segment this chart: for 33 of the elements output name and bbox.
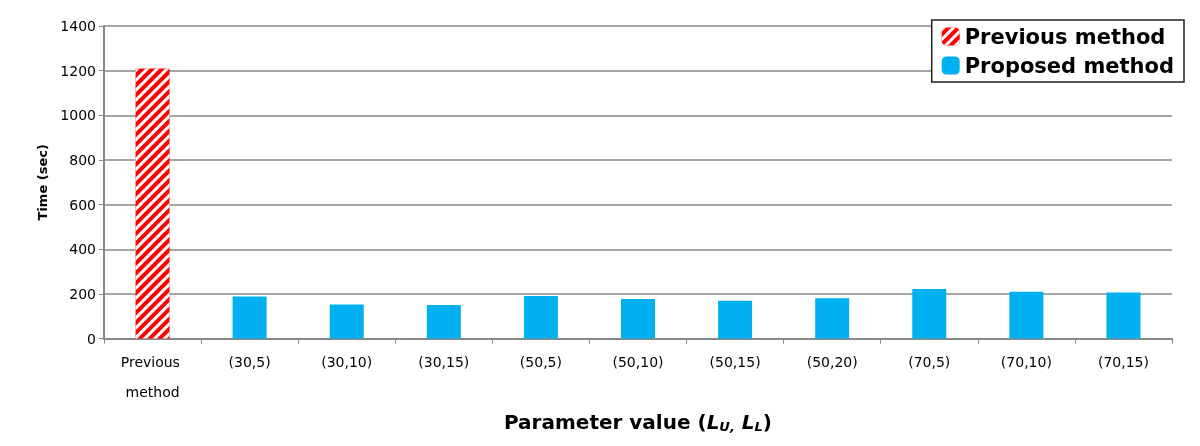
y-tick-label: 200 <box>69 285 96 302</box>
y-tick-label: 1200 <box>60 62 96 79</box>
bar <box>232 296 267 339</box>
legend-label: Previous method <box>964 24 1166 49</box>
x-tick-label: (50,5) <box>519 353 562 370</box>
x-tick-label: (70,10) <box>1000 353 1052 370</box>
bar <box>523 295 558 339</box>
y-tick-label: 1000 <box>60 107 96 124</box>
bar <box>1106 292 1141 339</box>
x-tick-label: (70,5) <box>908 353 951 370</box>
x-tick-label: (70,15) <box>1097 353 1149 370</box>
x-axis-title: Parameter value (LU, LL) <box>503 409 772 434</box>
bar <box>718 300 753 339</box>
x-tick-label: (30,5) <box>228 353 271 370</box>
bar <box>815 298 850 339</box>
x-tick-label: (50,10) <box>612 353 664 370</box>
y-tick-label: 0 <box>87 330 96 347</box>
bar <box>329 304 364 339</box>
bar <box>912 289 947 339</box>
y-axis-title: Time (sec) <box>35 144 51 221</box>
legend-label: Proposed method <box>964 53 1174 78</box>
x-tick-label: Previous method <box>120 353 185 400</box>
y-tick-label: 400 <box>69 241 96 258</box>
x-tick-label: (50,20) <box>806 353 858 370</box>
y-tick-label: 600 <box>69 196 96 213</box>
x-tick-label: (30,10) <box>321 353 373 370</box>
x-tick-label: (30,15) <box>418 353 470 370</box>
bar <box>1009 291 1044 339</box>
y-tick-label: 800 <box>69 151 96 168</box>
x-tick-label: (50,15) <box>709 353 761 370</box>
bar <box>426 305 461 339</box>
y-tick-label: 1400 <box>60 18 96 34</box>
bar <box>621 299 655 339</box>
